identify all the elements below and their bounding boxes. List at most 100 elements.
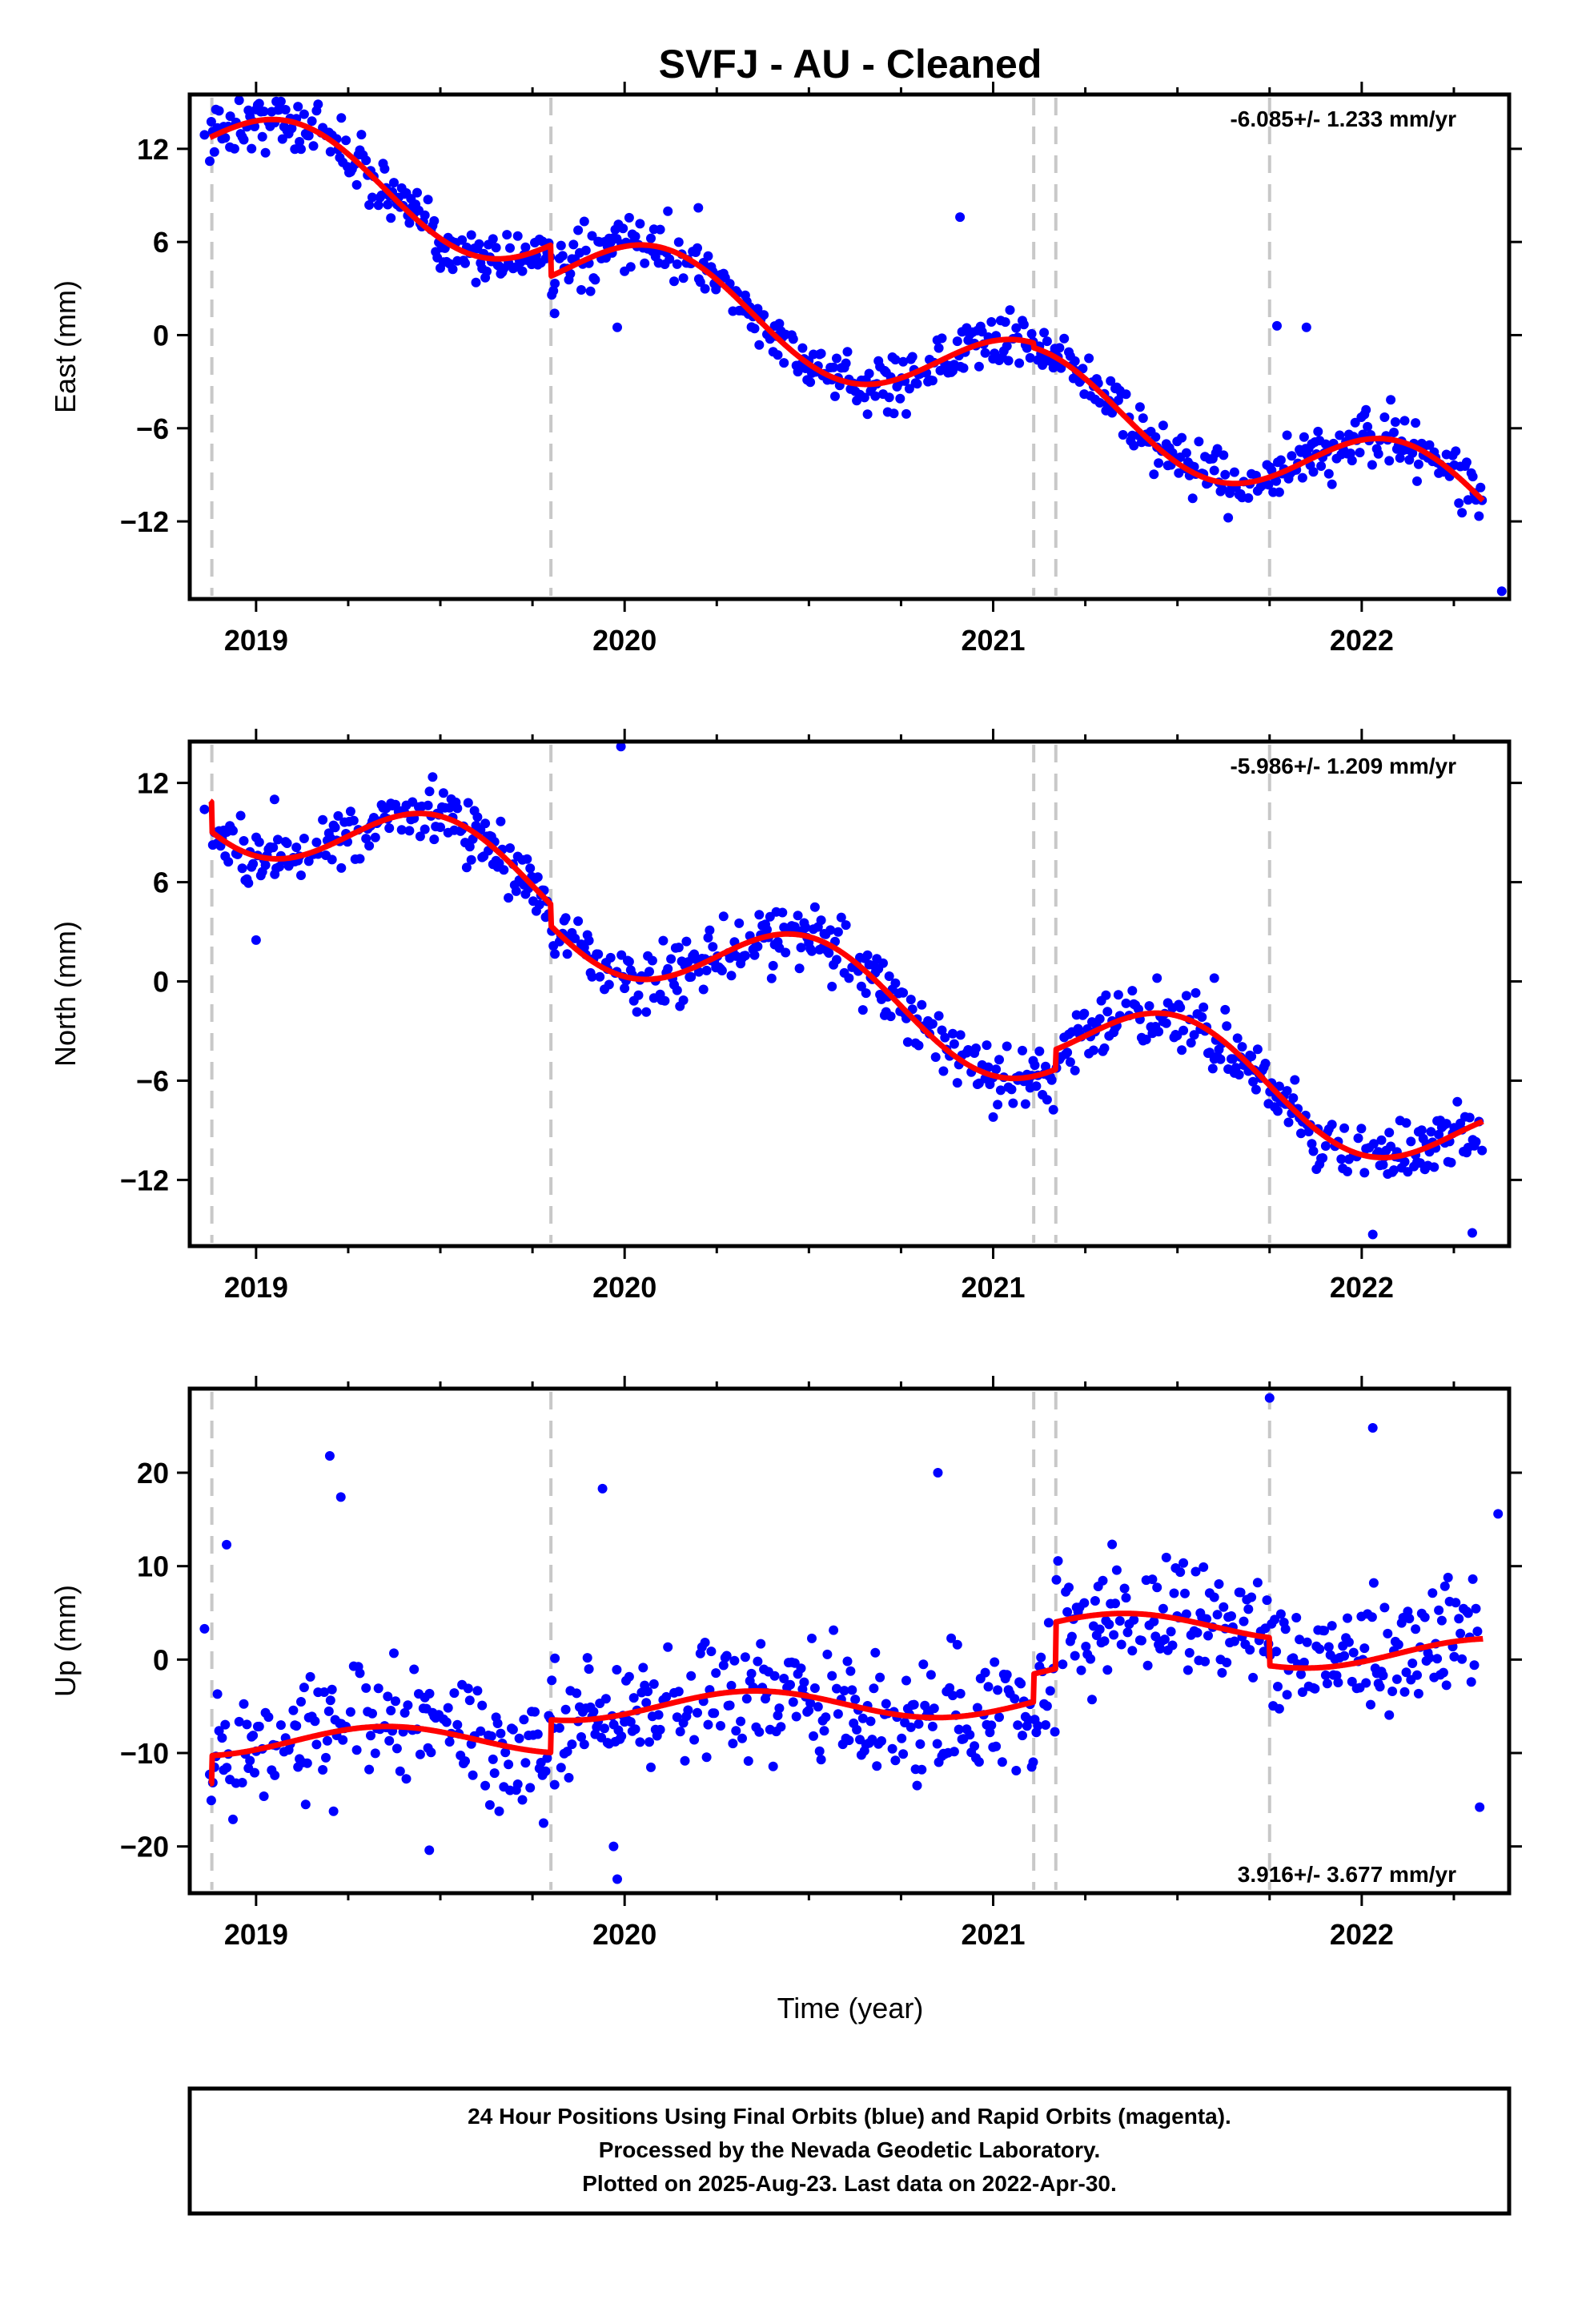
- data-point: [877, 1736, 886, 1746]
- data-point: [243, 878, 254, 888]
- data-point: [633, 990, 644, 1000]
- data-point: [703, 251, 713, 261]
- footer-line-2: Processed by the Nevada Geodetic Laborat…: [599, 2137, 1101, 2162]
- data-point: [993, 1685, 1003, 1695]
- y-tick-label: −6: [136, 1064, 169, 1097]
- plot-frame: [187, 1386, 1512, 1896]
- data-point: [839, 1686, 849, 1696]
- data-point: [584, 1664, 594, 1675]
- data-point: [386, 213, 396, 223]
- data-point: [796, 1663, 806, 1674]
- data-point: [698, 984, 709, 995]
- data-point: [1471, 1136, 1481, 1147]
- data-point: [754, 1727, 765, 1737]
- y-axis-label: Up (mm): [49, 1585, 82, 1697]
- data-point: [1452, 1096, 1463, 1107]
- data-point: [1454, 498, 1464, 509]
- data-point: [955, 212, 966, 223]
- data-point: [1099, 1043, 1110, 1053]
- data-point: [199, 1623, 210, 1634]
- data-point: [940, 1032, 950, 1043]
- data-point: [587, 231, 597, 241]
- data-point: [356, 130, 367, 140]
- data-point: [1166, 1626, 1176, 1637]
- data-point: [1407, 1659, 1418, 1668]
- data-point: [486, 1731, 496, 1741]
- data-point: [643, 1687, 653, 1697]
- data-point: [1167, 1640, 1178, 1651]
- data-point: [635, 219, 645, 229]
- data-point: [1079, 1008, 1090, 1019]
- data-point: [872, 1761, 882, 1771]
- model-curve: [207, 1610, 1485, 1787]
- data-point: [1102, 1665, 1113, 1675]
- data-point: [630, 1724, 640, 1735]
- data-point: [367, 192, 377, 203]
- data-point: [1070, 1651, 1080, 1661]
- data-point: [686, 971, 697, 982]
- data-point: [861, 988, 871, 999]
- data-point: [753, 1656, 763, 1667]
- x-axis-title: Time (year): [777, 1992, 924, 2024]
- data-point: [958, 363, 969, 373]
- data-point: [1313, 426, 1323, 436]
- data-point: [587, 971, 597, 982]
- data-point: [749, 950, 760, 960]
- data-point: [532, 872, 543, 883]
- footer-box: 24 Hour Positions Using Final Orbits (bl…: [187, 2086, 1512, 2216]
- data-point: [612, 322, 622, 332]
- data-point: [1005, 305, 1015, 316]
- data-point: [1134, 402, 1145, 412]
- data-point: [361, 1683, 371, 1693]
- data-point: [658, 935, 669, 946]
- data-point: [1403, 1606, 1413, 1617]
- data-point: [605, 952, 616, 963]
- data-point: [1339, 1123, 1350, 1133]
- data-point: [890, 1755, 901, 1766]
- data-point: [370, 832, 380, 842]
- data-point: [948, 1691, 958, 1701]
- data-point: [1472, 1626, 1483, 1637]
- data-point: [1202, 1614, 1212, 1624]
- data-point: [1002, 1670, 1012, 1680]
- data-point: [457, 235, 468, 245]
- data-point: [907, 352, 917, 362]
- data-point: [1192, 1627, 1203, 1638]
- rate-label: -5.986+/- 1.209 mm/yr: [1230, 754, 1456, 778]
- data-point: [1404, 1614, 1415, 1624]
- data-point: [1280, 1624, 1291, 1634]
- data-point: [1339, 1651, 1350, 1661]
- data-point: [774, 319, 785, 329]
- data-point: [693, 1707, 702, 1718]
- data-point: [1318, 1153, 1328, 1163]
- data-point: [847, 1685, 857, 1695]
- data-point: [576, 1732, 586, 1742]
- data-point: [1209, 1592, 1219, 1602]
- data-point: [1070, 1065, 1080, 1076]
- data-point: [991, 1064, 1002, 1075]
- data-point: [420, 824, 430, 834]
- data-point: [1154, 458, 1164, 468]
- data-point: [1345, 448, 1355, 459]
- data-point: [1094, 398, 1105, 408]
- rate-label: 3.916+/- 3.677 mm/yr: [1238, 1862, 1456, 1887]
- data-point: [1299, 432, 1309, 442]
- data-point: [517, 1795, 528, 1805]
- data-point: [412, 187, 422, 198]
- data-point: [568, 239, 579, 250]
- data-point: [949, 1039, 959, 1049]
- data-point: [608, 1841, 619, 1852]
- data-point: [1457, 1654, 1468, 1664]
- data-point: [1121, 1593, 1131, 1603]
- data-point: [1011, 1766, 1022, 1775]
- data-point: [1412, 476, 1422, 486]
- data-point: [1335, 430, 1345, 440]
- data-point: [460, 258, 470, 268]
- data-point: [1016, 1679, 1026, 1689]
- data-point: [1476, 482, 1486, 493]
- data-point: [1275, 1609, 1286, 1619]
- data-point: [1002, 1041, 1012, 1051]
- y-tick-label: 0: [153, 966, 169, 999]
- data-point: [1275, 455, 1286, 465]
